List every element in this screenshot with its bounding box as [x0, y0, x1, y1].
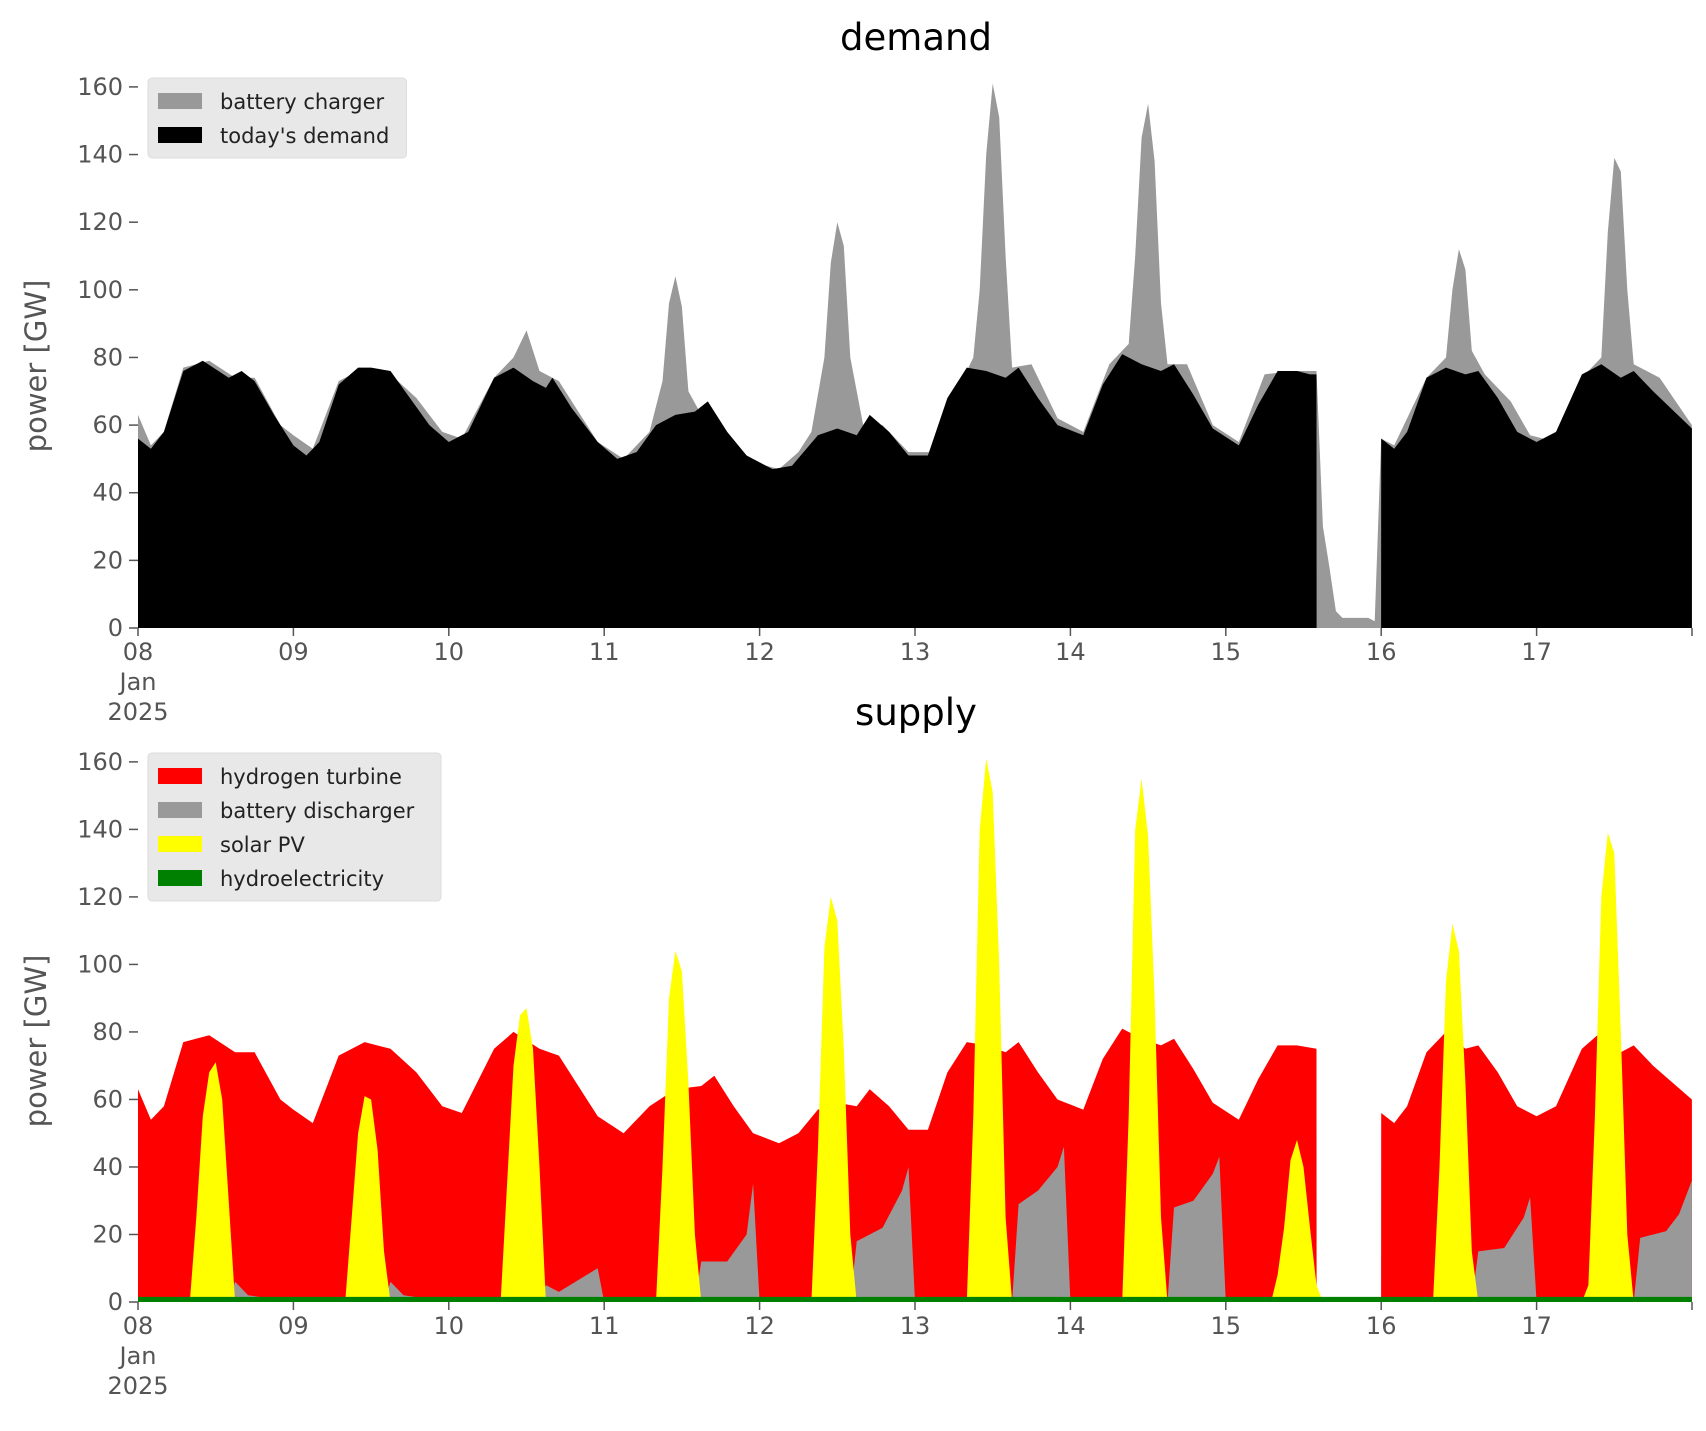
legend-box — [147, 77, 407, 159]
series-area-hydroelectricity — [138, 1296, 1692, 1302]
x-tick-sublabel: 2025 — [107, 1372, 168, 1400]
axes-layer: 0 20 40 60 80 100 120 140 160 08 09 10 11 12 13 14 15 16 1… — [77, 748, 1693, 1400]
y-tick-label: 20 — [92, 546, 123, 574]
y-tick-label: 100 — [77, 950, 123, 978]
x-tick-label: 12 — [744, 638, 775, 666]
axes-layer: 0 20 40 60 80 100 120 140 160 08 09 10 11 12 13 14 15 16 1… — [77, 73, 1693, 726]
x-tick-label: 08 — [123, 638, 154, 666]
y-axis-label: power [GW] — [19, 955, 53, 1128]
y-tick-label: 140 — [77, 141, 123, 169]
legend-swatch-hydroelectricity — [158, 870, 202, 886]
legend-label: today's demand — [220, 124, 389, 148]
chart-title: demand — [840, 16, 992, 59]
y-tick-label: 0 — [108, 1288, 123, 1316]
legend-label: hydroelectricity — [220, 867, 384, 891]
y-tick-label: 40 — [92, 1153, 123, 1181]
series-area-solar-pv — [138, 758, 1692, 1302]
legend-swatch-today-s-demand — [158, 127, 202, 143]
y-tick-label: 40 — [92, 479, 123, 507]
x-tick-label: 15 — [1211, 1312, 1242, 1340]
legend-label: hydrogen turbine — [220, 765, 402, 789]
legend-swatch-battery-charger — [158, 93, 202, 109]
y-tick-label: 60 — [92, 411, 123, 439]
y-tick-label: 80 — [92, 343, 123, 371]
y-tick-label: 60 — [92, 1085, 123, 1113]
x-tick-label: 17 — [1521, 1312, 1552, 1340]
legend: battery charger today's demand — [147, 77, 407, 159]
x-tick-sublabel: 2025 — [107, 698, 168, 726]
x-tick-label: 14 — [1055, 638, 1086, 666]
x-tick-label: 08 — [123, 1312, 154, 1340]
y-tick-label: 0 — [108, 614, 123, 642]
series-area-today-s-demand — [138, 354, 1692, 628]
legend-box — [147, 752, 442, 902]
x-tick-label: 17 — [1521, 638, 1552, 666]
y-tick-label: 120 — [77, 208, 123, 236]
y-tick-label: 120 — [77, 883, 123, 911]
y-tick-label: 160 — [77, 748, 123, 776]
x-tick-label: 12 — [744, 1312, 775, 1340]
legend-swatch-hydrogen-turbine — [158, 768, 202, 784]
y-tick-label: 20 — [92, 1220, 123, 1248]
legend-label: battery discharger — [220, 799, 415, 823]
x-tick-label: 13 — [900, 1312, 931, 1340]
legend-label: battery charger — [220, 90, 385, 114]
legend-swatch-battery-discharger — [158, 802, 202, 818]
x-tick-label: 15 — [1211, 638, 1242, 666]
y-tick-label: 160 — [77, 73, 123, 101]
x-tick-sublabel: Jan — [118, 668, 157, 696]
x-tick-sublabel: Jan — [118, 1342, 157, 1370]
x-tick-label: 16 — [1366, 1312, 1397, 1340]
x-tick-label: 11 — [589, 1312, 620, 1340]
x-tick-label: 16 — [1366, 638, 1397, 666]
x-tick-label: 13 — [900, 638, 931, 666]
y-tick-label: 80 — [92, 1018, 123, 1046]
y-axis-label: power [GW] — [19, 280, 53, 453]
legend-swatch-solar-pv — [158, 836, 202, 852]
x-tick-label: 11 — [589, 638, 620, 666]
series-layer — [138, 758, 1692, 1302]
series-layer — [138, 83, 1692, 628]
y-tick-label: 100 — [77, 276, 123, 304]
x-tick-label: 10 — [434, 638, 465, 666]
legend: hydrogen turbine battery discharger solar … — [147, 752, 442, 902]
chart-title: supply — [855, 691, 977, 734]
demand-chart: demand power [GW] 0204060801001201401600… — [19, 16, 1693, 726]
y-tick-label: 140 — [77, 815, 123, 843]
legend-label: solar PV — [220, 833, 305, 857]
x-tick-label: 10 — [434, 1312, 465, 1340]
x-tick-label: 14 — [1055, 1312, 1086, 1340]
supply-chart: supply power [GW] 0204060801001201401600… — [19, 691, 1693, 1400]
x-tick-label: 09 — [278, 638, 309, 666]
x-tick-label: 09 — [278, 1312, 309, 1340]
